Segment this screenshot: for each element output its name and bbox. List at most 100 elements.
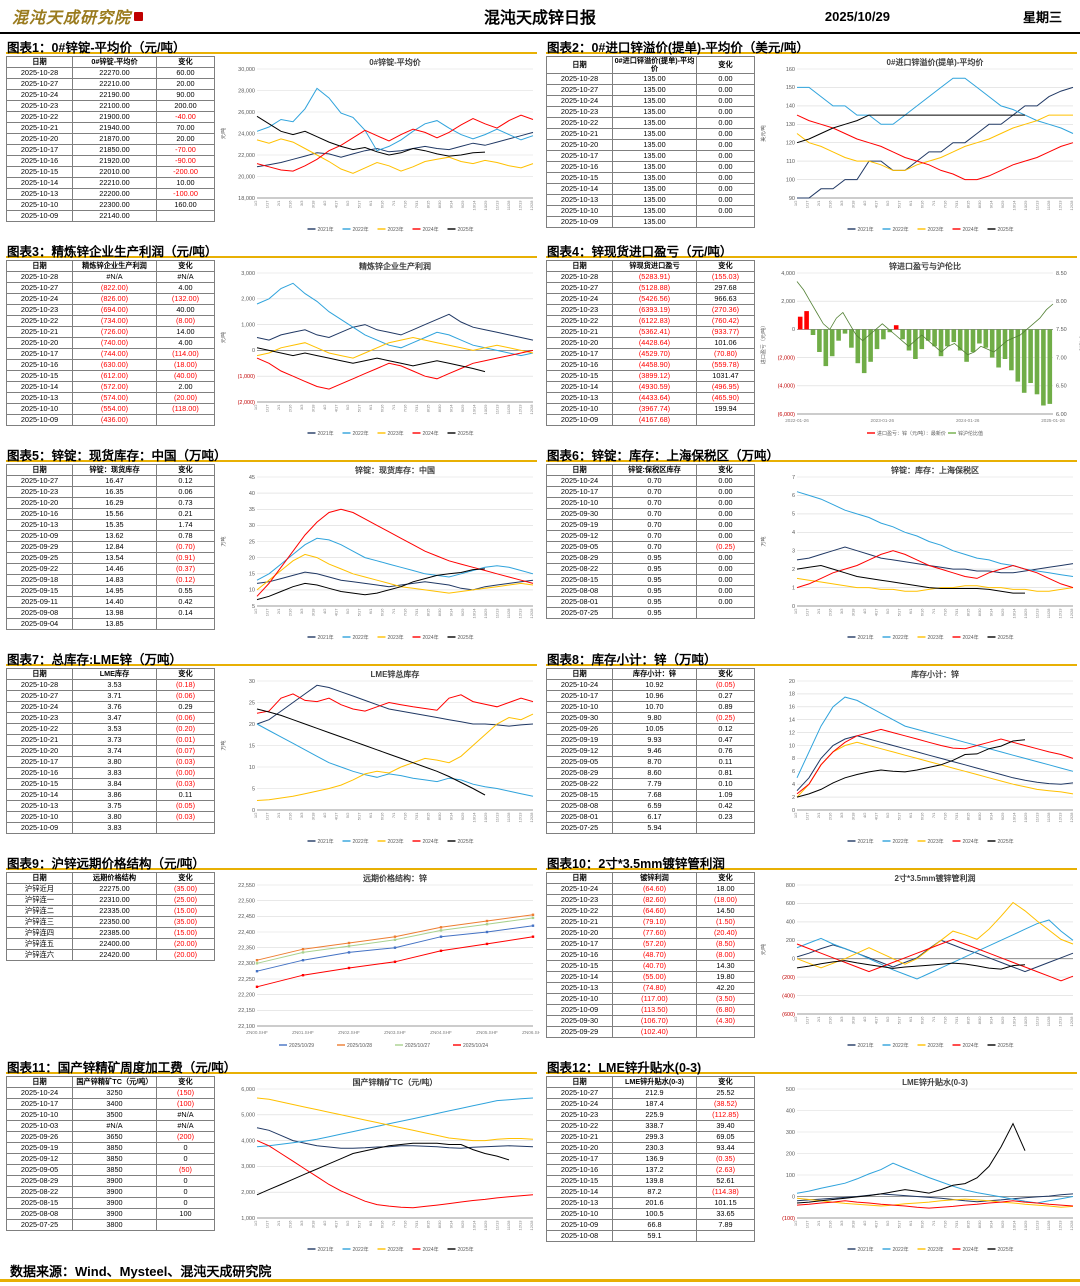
table-row: 2025-10-13 15.35 1.74 [6,519,215,531]
svg-text:6/16: 6/16 [920,608,925,617]
logo-seal-icon [134,11,144,21]
date-cell: 2025-10-10 [6,199,73,211]
data-table: 日期 0#进口锌溢价(提单)-平均价 变化 2025-10-28 135.00 0.00 2… [546,56,755,228]
column-header: 日期 [546,668,613,680]
table-row: 2025-10-14 (55.00) 19.80 [546,971,755,983]
value-cell: 3900 [72,1197,157,1209]
table-row: 沪锌连三 22350.00 (35.00) [6,916,215,928]
value-cell: 3900 [72,1175,157,1187]
panel-body: 日期 镀锌利润 变化 2025-10-24 (64.60) 18.00 2025-10-23… [546,870,1080,1052]
date-cell: 2025-10-17 [6,1098,73,1110]
svg-text:9/29: 9/29 [460,812,465,821]
svg-text:30,000: 30,000 [238,67,255,73]
value-cell: 22310.00 [72,894,157,906]
svg-text:11/28: 11/28 [1046,812,1051,822]
column-header: 日期 [546,260,613,272]
column-header: 变化 [696,668,755,680]
value-cell: (4167.68) [612,414,697,426]
svg-text:9/29: 9/29 [1000,1220,1005,1229]
change-cell: 0.10 [696,778,755,790]
change-cell: (118.00) [156,403,215,415]
value-cell: 3.86 [72,789,157,801]
change-cell: (38.52) [696,1098,755,1110]
table-header-row: 日期 LME锌升贴水(0-3) 变化 [546,1076,755,1088]
date-cell: 2025-10-28 [546,72,613,85]
table-row: 2025-10-22 (6122.83) (760.42) [546,315,755,327]
date-cell: 2025-09-18 [6,574,73,586]
svg-text:2/16: 2/16 [828,1016,833,1025]
svg-text:(1,000): (1,000) [238,374,256,380]
value-cell: (740.00) [72,337,157,349]
panel-body: 日期 远期价格结构 变化 沪锌近月 22275.00 (35.00) 沪锌连一 22310.0… [6,870,540,1052]
change-cell: (496.95) [696,381,755,393]
date-cell: 2025-09-30 [546,712,613,724]
column-header: 精炼锌企业生产利润 [72,260,157,272]
date-cell: 2025-10-14 [6,789,73,801]
table-row: 2025-10-16 (630.00) (18.00) [6,359,215,371]
svg-text:2023年: 2023年 [928,838,944,845]
svg-text:2021年: 2021年 [318,226,334,233]
svg-text:10/29: 10/29 [1023,812,1028,823]
date-cell: 2025-10-09 [546,1219,613,1231]
table-row: 2025-10-17 10.96 0.27 [546,690,755,702]
value-cell: 135.00 [612,116,697,129]
svg-text:20: 20 [249,722,255,728]
table-row: 2025-10-15 135.00 0.00 [546,171,755,184]
value-cell: 22350.00 [72,916,157,928]
table-row: 2025-10-23 (6393.19) (270.36) [546,304,755,316]
svg-text:2023年: 2023年 [928,634,944,641]
svg-text:锌锭：库存：上海保税区: 锌锭：库存：上海保税区 [891,465,979,475]
value-cell: (48.70) [612,949,697,961]
change-cell: 199.94 [696,403,755,415]
svg-text:2/1: 2/1 [816,1220,821,1226]
table-row: 2025-10-20 (77.60) (20.40) [546,927,755,939]
table-row: 2025-10-14 (4930.59) (496.95) [546,381,755,393]
svg-text:7/16: 7/16 [403,404,408,413]
value-cell: (102.40) [612,1026,697,1038]
svg-text:22,150: 22,150 [238,1008,255,1014]
svg-text:6/16: 6/16 [920,1016,925,1025]
value-cell: (572.00) [72,381,157,393]
column-header: 日期 [6,872,73,884]
svg-text:6/1: 6/1 [368,200,373,206]
date-cell: 2025-10-16 [546,359,613,371]
value-cell: (436.00) [72,414,157,426]
value-cell: 16.47 [72,475,157,487]
table-row: 2025-10-13 135.00 0.00 [546,193,755,206]
svg-text:2寸*3.5mm镀锌管利润: 2寸*3.5mm镀锌管利润 [895,873,976,883]
svg-text:10/14: 10/14 [1012,1016,1017,1027]
svg-text:元/吨: 元/吨 [220,128,227,139]
table-row: 2025-10-24 3250 (150) [6,1087,215,1099]
section-title: 图表7：总库存:LME锌（万吨） [6,646,537,667]
value-cell: (113.50) [612,1004,697,1016]
svg-text:3/18: 3/18 [851,812,856,821]
table-row: 2025-10-24 10.92 (0.05) [546,679,755,691]
date-cell: 2025-10-15 [546,960,613,972]
svg-text:3/3: 3/3 [839,1016,844,1022]
change-cell: 69.05 [696,1131,755,1143]
svg-text:22,450: 22,450 [238,914,255,920]
svg-text:12/28: 12/28 [1069,1220,1074,1231]
value-cell: 7.79 [612,778,697,790]
svg-text:4/17: 4/17 [874,812,879,821]
change-cell: #N/A [156,1120,215,1132]
change-cell: (270.36) [696,304,755,316]
change-cell: (15.00) [156,905,215,917]
svg-text:4/2: 4/2 [862,1220,867,1226]
table-row: 2025-10-15 139.8 52.61 [546,1175,755,1187]
svg-text:2021年: 2021年 [858,226,874,233]
svg-text:国产锌精矿TC（元/吨）: 国产锌精矿TC（元/吨） [353,1077,438,1087]
change-cell: 101.15 [696,1197,755,1209]
svg-text:2: 2 [792,795,795,801]
svg-text:6/1: 6/1 [368,404,373,410]
change-cell: 0.06 [156,486,215,498]
svg-text:110: 110 [786,159,795,165]
date-cell: 2025-10-16 [6,767,73,779]
table-row: 2025-09-29 12.84 (0.70) [6,541,215,553]
date-cell: 2025-10-24 [6,701,73,713]
change-cell: 0 [156,1175,215,1187]
svg-text:12/28: 12/28 [529,1220,534,1231]
svg-text:2,000: 2,000 [781,299,795,305]
panel-body: 日期 锌现货进口盈亏 变化 2025-10-28 (5283.91) (155.03) 20… [546,258,1080,440]
table-row: 2025-07-25 5.94 [546,822,755,834]
